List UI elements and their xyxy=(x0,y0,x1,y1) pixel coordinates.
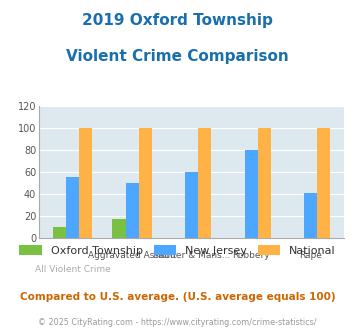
Text: © 2025 CityRating.com - https://www.cityrating.com/crime-statistics/: © 2025 CityRating.com - https://www.city… xyxy=(38,318,317,327)
Bar xyxy=(139,128,152,238)
Legend: Oxford Township, New Jersey, National: Oxford Township, New Jersey, National xyxy=(15,241,340,260)
Text: Murder & Mans...: Murder & Mans... xyxy=(153,251,230,260)
Bar xyxy=(66,177,79,238)
Bar xyxy=(258,128,271,238)
Text: Aggravated Assault: Aggravated Assault xyxy=(88,251,176,260)
Bar xyxy=(113,219,126,238)
Text: 2019 Oxford Township: 2019 Oxford Township xyxy=(82,13,273,28)
Bar xyxy=(79,128,92,238)
Text: Compared to U.S. average. (U.S. average equals 100): Compared to U.S. average. (U.S. average … xyxy=(20,292,335,302)
Bar xyxy=(317,128,331,238)
Text: All Violent Crime: All Violent Crime xyxy=(35,265,110,274)
Bar xyxy=(198,128,211,238)
Bar xyxy=(304,192,317,238)
Bar xyxy=(185,172,198,238)
Text: Violent Crime Comparison: Violent Crime Comparison xyxy=(66,50,289,64)
Bar xyxy=(245,149,258,238)
Text: Rape: Rape xyxy=(299,251,322,260)
Bar xyxy=(126,182,139,238)
Bar xyxy=(53,227,66,238)
Text: Robbery: Robbery xyxy=(233,251,270,260)
